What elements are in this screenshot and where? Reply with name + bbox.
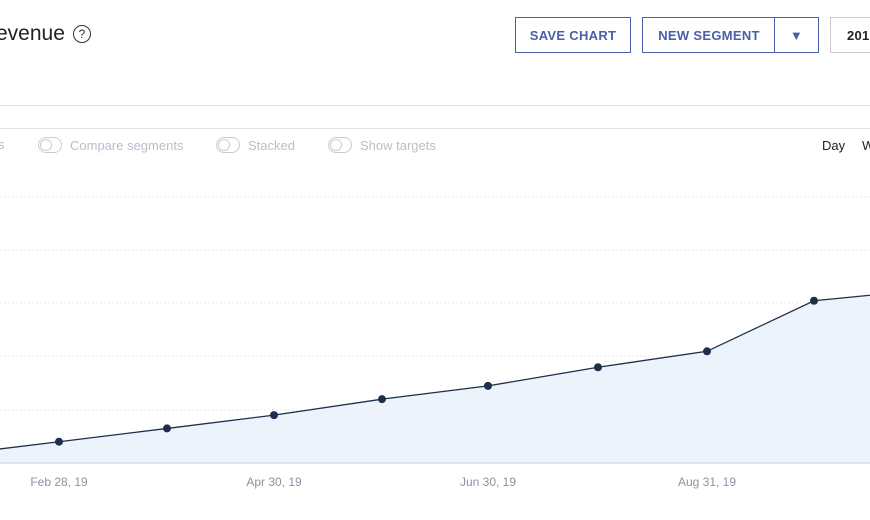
series-line (0, 294, 870, 450)
period-day[interactable]: Day (822, 138, 846, 153)
save-chart-button[interactable]: SAVE CHART (515, 17, 631, 53)
data-point (163, 424, 171, 433)
data-point (810, 296, 818, 305)
segment-dropdown-icon[interactable]: ▼ (774, 17, 819, 53)
x-tick-label: Jun 30, 19 (460, 475, 516, 489)
toggle-show-targets[interactable]: Show targets (328, 137, 436, 153)
period-week[interactable]: W (862, 138, 870, 153)
toggle-stacked[interactable]: Stacked (216, 137, 295, 153)
series-area (0, 295, 870, 463)
x-tick-label: Aug 31, 19 (678, 475, 736, 489)
switch-icon[interactable] (216, 137, 240, 153)
title-text: evenue (0, 22, 65, 45)
help-icon[interactable]: ? (72, 25, 91, 43)
switch-icon[interactable] (328, 137, 352, 153)
x-tick-label: Feb 28, 19 (30, 475, 88, 489)
data-point (270, 411, 278, 420)
data-point (484, 381, 492, 390)
data-point (594, 363, 602, 372)
date-range-button[interactable]: 201 (830, 17, 870, 53)
toggle-label: Stacked (248, 137, 295, 153)
toggle-label: Compare segments (70, 137, 184, 153)
toggle-partial[interactable]: s (0, 137, 5, 152)
toggle-label: Show targets (360, 137, 436, 153)
page-title: evenue ? (0, 22, 91, 46)
toggle-compare-segments[interactable]: Compare segments (38, 137, 183, 153)
data-point (378, 395, 386, 404)
data-point (55, 437, 63, 446)
switch-icon[interactable] (38, 137, 62, 153)
divider (0, 105, 870, 106)
data-point (703, 347, 711, 356)
x-tick-label: Apr 30, 19 (246, 475, 302, 489)
new-segment-button[interactable]: NEW SEGMENT (642, 17, 775, 53)
divider (0, 128, 870, 129)
toggle-label: s (0, 137, 5, 152)
